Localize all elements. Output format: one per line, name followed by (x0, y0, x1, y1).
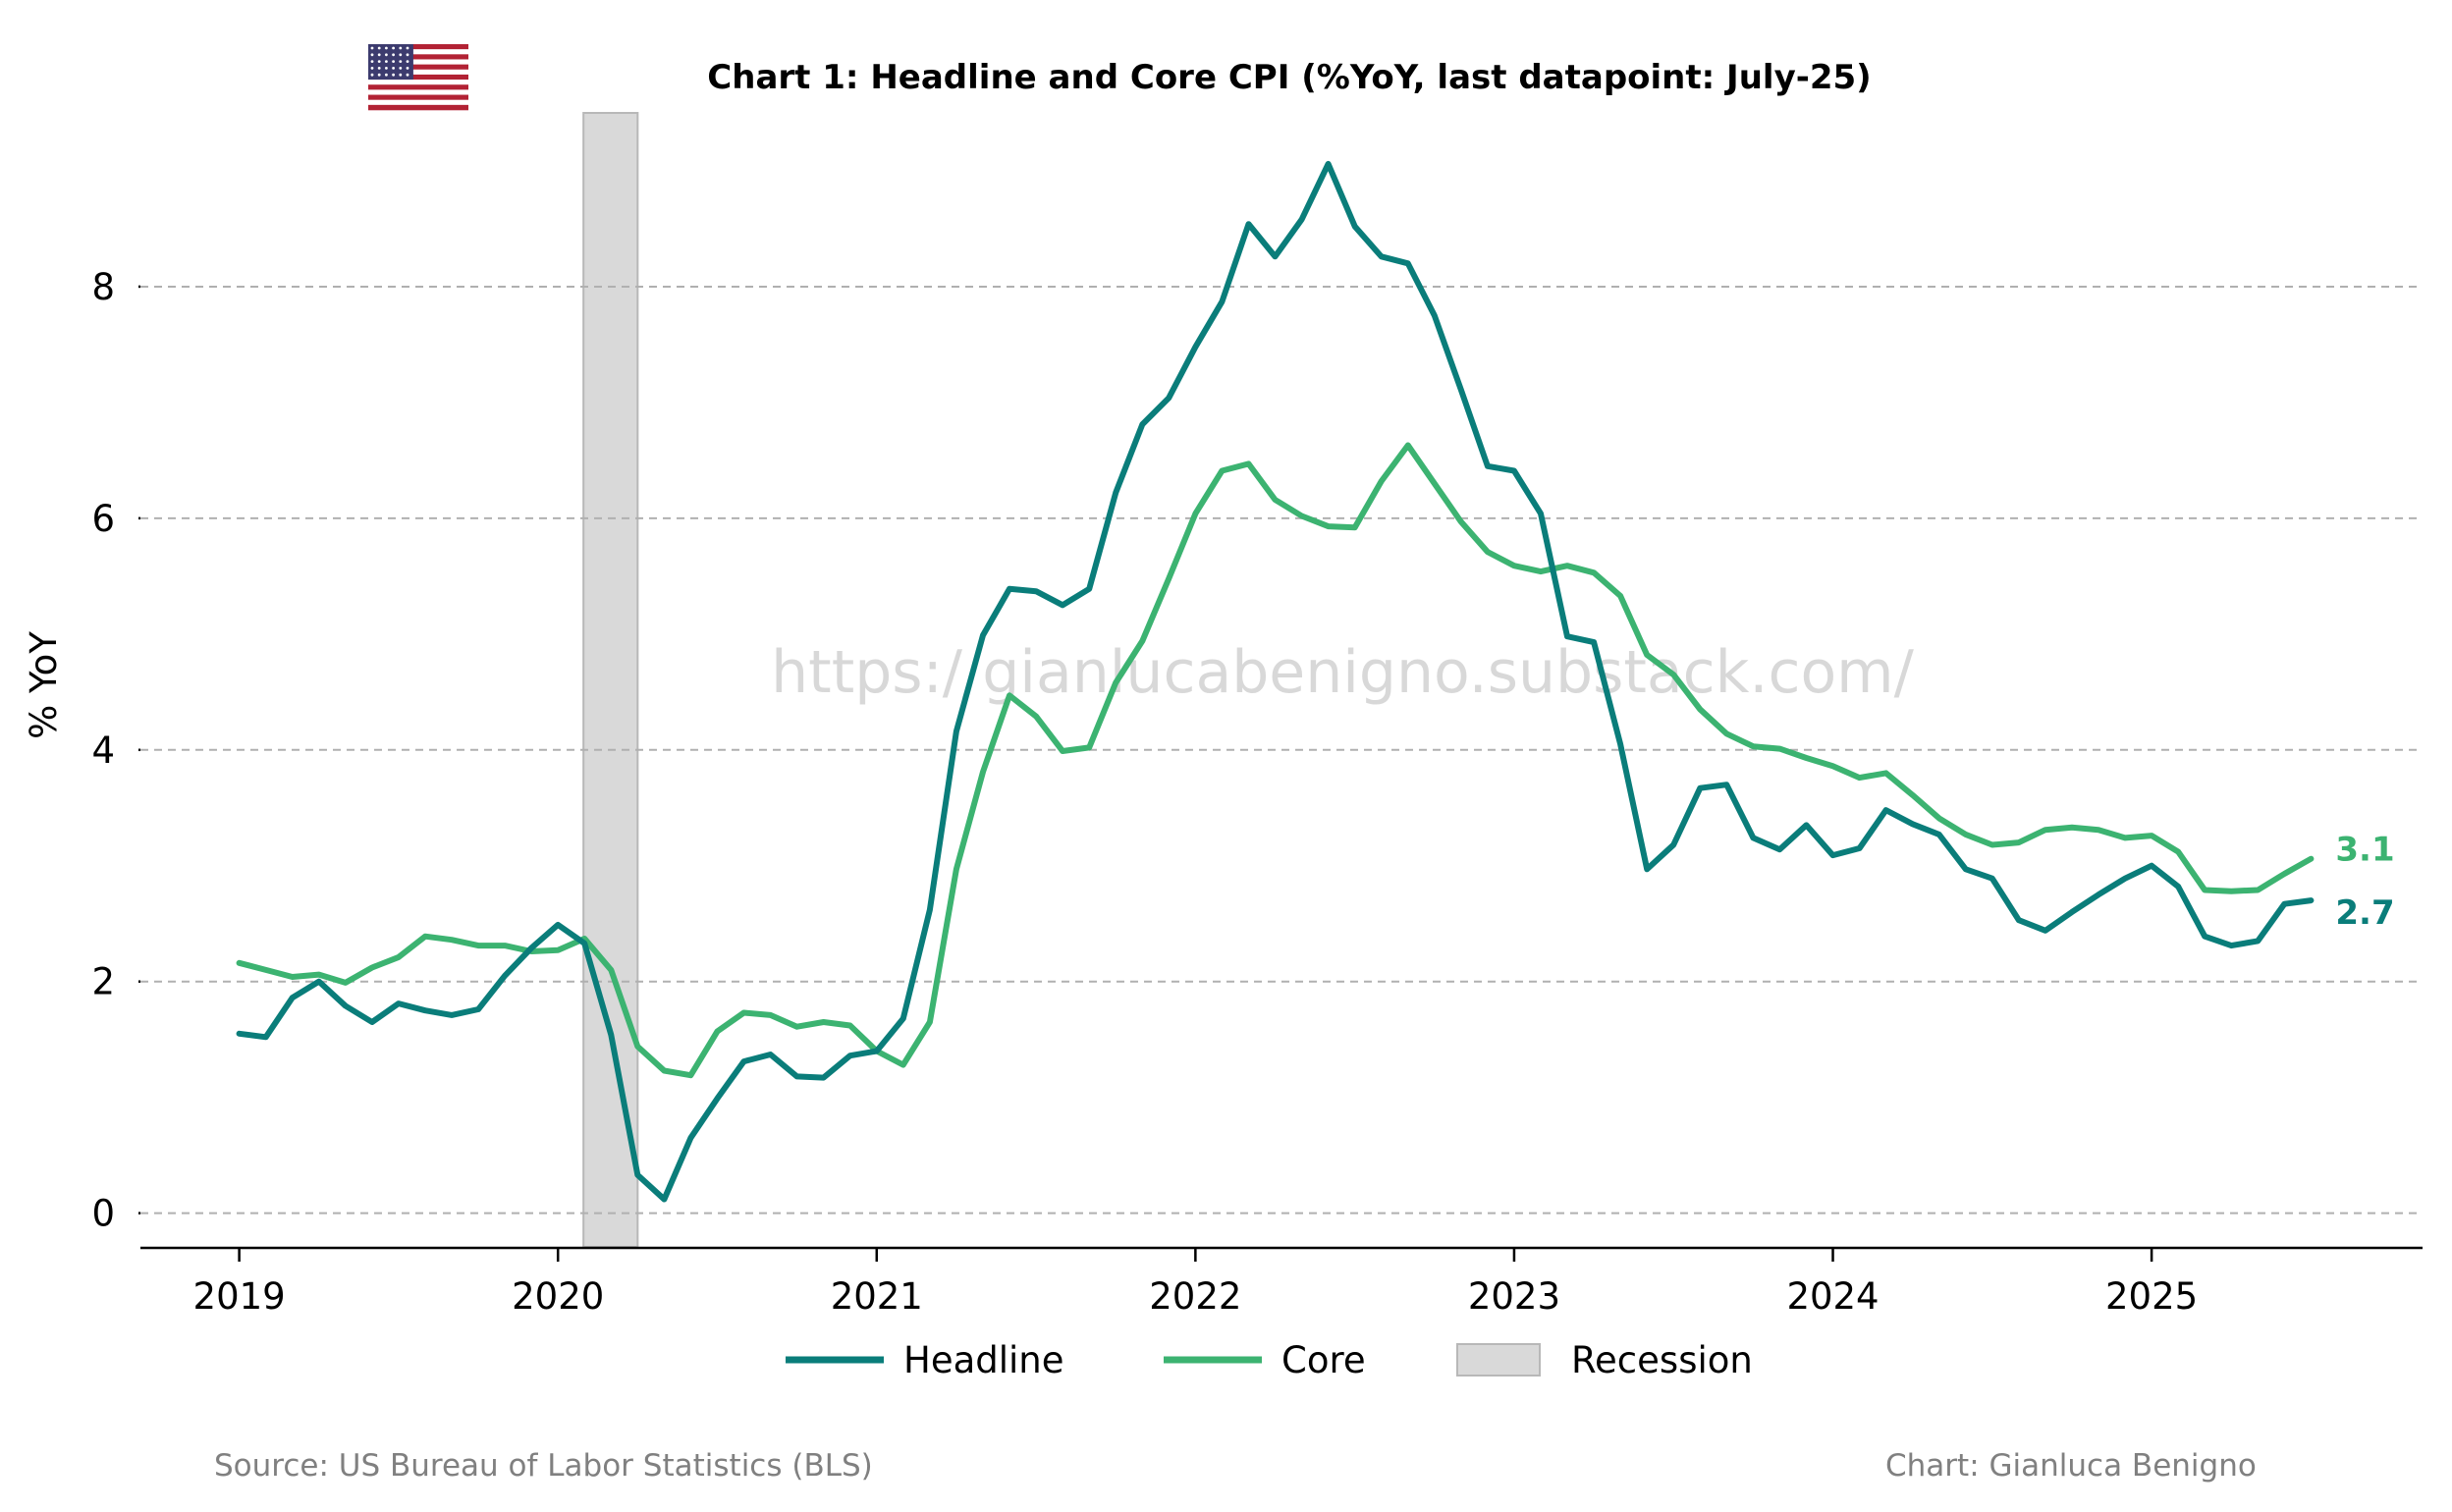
flag-star (378, 47, 381, 50)
x-tick-label: 2022 (1149, 1275, 1241, 1318)
flag-stripe (368, 95, 468, 100)
flag-star (407, 74, 409, 77)
x-tick-label: 2019 (193, 1275, 286, 1318)
flag-star (399, 60, 402, 63)
flag-star (407, 53, 409, 56)
flag-star (392, 47, 395, 50)
flag-star (378, 60, 381, 63)
end-label-headline: 2.7 (2335, 893, 2394, 933)
flag-star (371, 67, 374, 70)
legend-swatch-recession (1457, 1344, 1540, 1376)
legend-label-headline: Headline (903, 1339, 1064, 1381)
y-tick-label: 0 (91, 1193, 115, 1235)
flag-star (407, 60, 409, 63)
watermark: https://gianlucabenigno.substack.com/ (771, 638, 1914, 707)
flag-star (392, 60, 395, 63)
flag-star (385, 53, 388, 56)
end-label-core: 3.1 (2335, 831, 2394, 870)
us-flag-icon (368, 44, 468, 110)
x-axis: 2019 2020 2021 2022 2023 2024 2025 (193, 1248, 2199, 1318)
flag-star (385, 67, 388, 70)
flag-star (371, 53, 374, 56)
flag-stripe (368, 80, 468, 84)
flag-star (392, 67, 395, 70)
y-tick-label: 2 (91, 961, 115, 1003)
flag-star (399, 47, 402, 50)
x-tick-label: 2025 (2105, 1275, 2198, 1318)
end-labels: 3.1 2.7 (2335, 831, 2394, 933)
flag-stripe (368, 100, 468, 105)
x-tick-label: 2024 (1786, 1275, 1879, 1318)
chart-title: Chart 1: Headline and Core CPI (%YoY, la… (707, 58, 1871, 97)
flag-star (399, 67, 402, 70)
source-note: Source: US Bureau of Labor Statistics (B… (214, 1448, 873, 1484)
flag-star (371, 74, 374, 77)
flag-star (385, 60, 388, 63)
y-axis-label: % YoY (23, 631, 65, 739)
legend-label-recession: Recession (1571, 1339, 1753, 1381)
recession-band (583, 113, 637, 1247)
flag-star (399, 74, 402, 77)
flag-star (378, 53, 381, 56)
chart-credit: Chart: Gianluca Benigno (1885, 1448, 2257, 1484)
flag-star (385, 74, 388, 77)
legend: Headline Core Recession (786, 1339, 1753, 1381)
flag-star (407, 47, 409, 50)
chart-canvas: Chart 1: Headline and Core CPI (%YoY, la… (0, 0, 2452, 1512)
flag-star (371, 60, 374, 63)
y-tick-label: 4 (91, 729, 115, 772)
flag-star (392, 53, 395, 56)
flag-star (378, 74, 381, 77)
legend-label-core: Core (1281, 1339, 1366, 1381)
x-tick-label: 2021 (831, 1275, 923, 1318)
flag-star (378, 67, 381, 70)
flag-stripe (368, 89, 468, 94)
flag-stripe (368, 84, 468, 89)
x-tick-label: 2020 (512, 1275, 604, 1318)
y-axis: 0 2 4 6 8 (91, 266, 140, 1235)
x-tick-label: 2023 (1468, 1275, 1560, 1318)
flag-star (399, 53, 402, 56)
gridlines (140, 287, 2423, 1214)
flag-star (407, 67, 409, 70)
flag-star (392, 74, 395, 77)
y-tick-label: 8 (91, 266, 115, 308)
flag-star (371, 47, 374, 50)
y-tick-label: 6 (91, 498, 115, 540)
flag-star (385, 47, 388, 50)
flag-stripe (368, 105, 468, 110)
